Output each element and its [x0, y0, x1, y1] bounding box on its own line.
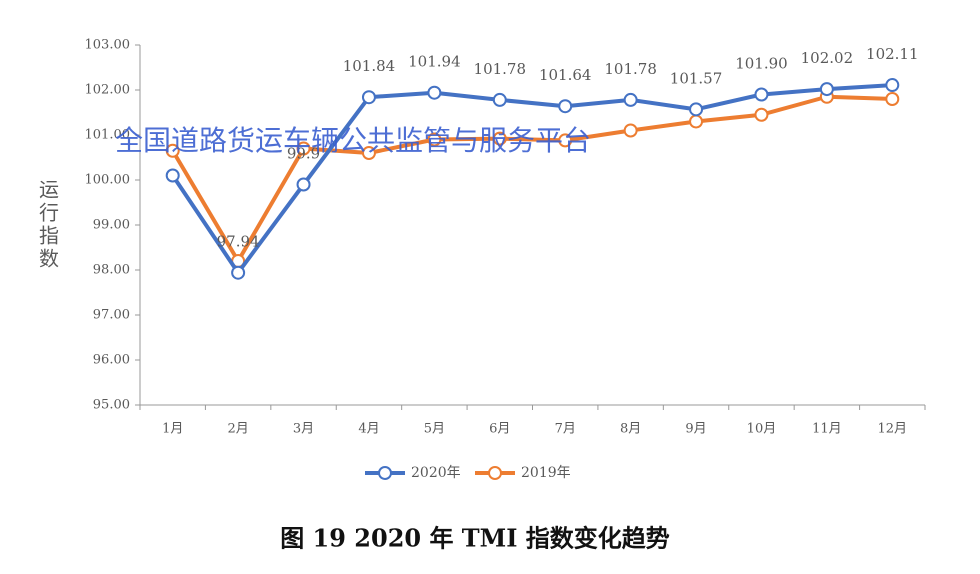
caption: 图 19 2020 年 TMI 指数变化趋势: [280, 524, 670, 553]
y-tick-label: 102.00: [85, 83, 131, 98]
data-label: 101.78: [474, 60, 527, 78]
y-tick-label: 103.00: [85, 38, 131, 53]
series-line: [171, 83, 893, 275]
marker: [296, 177, 311, 192]
watermark: 全国道路货运车辆公共监管与服务平台: [115, 124, 591, 157]
marker: [558, 99, 573, 114]
legend-label: 2020年: [411, 465, 461, 481]
data-label: 101.90: [735, 55, 788, 73]
x-tick-label: 8月: [620, 422, 641, 437]
marker: [361, 146, 376, 160]
data-label: 101.94: [408, 53, 461, 71]
legend-marker: [488, 466, 502, 480]
marker: [165, 143, 180, 158]
marker: [296, 141, 311, 156]
x-tick-label: 2月: [227, 422, 248, 437]
y-tick-label: 96.00: [93, 353, 130, 368]
x-tick-label: 3月: [293, 422, 314, 437]
x-tick-label: 9月: [685, 422, 706, 437]
marker: [623, 92, 638, 107]
x-tick-label: 5月: [424, 422, 445, 437]
data-label: 101.57: [670, 69, 723, 87]
y-tick-label: 101.00: [85, 128, 131, 143]
data-label: 101.78: [604, 60, 657, 78]
marker: [558, 133, 573, 148]
marker: [165, 168, 180, 183]
marker: [819, 82, 834, 97]
y-tick-label: 97.00: [93, 308, 130, 323]
data-label: 101.64: [539, 66, 592, 84]
y-axis-label: 运行指数: [36, 179, 60, 271]
x-tick-label: 12月: [878, 422, 908, 437]
data-label: 101.84: [343, 57, 396, 75]
marker: [492, 131, 507, 146]
y-tick-label: 100.00: [85, 173, 131, 188]
marker: [689, 114, 704, 129]
marker: [754, 87, 769, 102]
y-tick-label: 98.00: [93, 263, 130, 278]
marker: [361, 90, 376, 105]
x-tick-label: 4月: [358, 422, 379, 437]
marker: [885, 92, 900, 106]
data-label: 102.02: [801, 49, 854, 67]
x-tick-label: 6月: [489, 422, 510, 437]
data-label: 99.9: [287, 145, 320, 163]
marker: [427, 85, 442, 100]
x-tick-label: 1月: [162, 422, 183, 437]
y-tick-label: 99.00: [93, 218, 130, 233]
x-tick-label: 7月: [555, 422, 576, 437]
x-tick-label: 11月: [812, 422, 842, 437]
marker: [754, 107, 769, 122]
marker: [885, 78, 900, 93]
y-tick-label: 95.00: [93, 398, 130, 413]
legend-marker: [378, 466, 392, 480]
marker: [231, 265, 246, 280]
data-label: 102.11: [866, 45, 919, 63]
marker: [623, 123, 638, 138]
series-line: [170, 94, 893, 263]
legend-label: 2019年: [521, 465, 571, 481]
marker: [689, 102, 704, 117]
marker: [492, 92, 507, 107]
marker: [427, 132, 442, 147]
data-label: 97.94: [217, 233, 260, 251]
x-tick-label: 10月: [747, 422, 777, 437]
